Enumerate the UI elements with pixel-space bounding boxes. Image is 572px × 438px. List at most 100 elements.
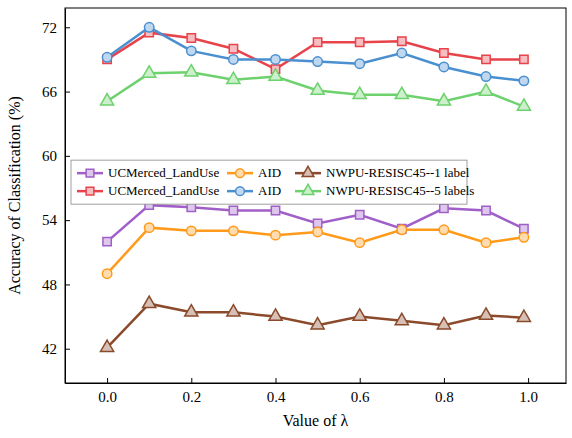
x-tick: 1.0 [519,378,538,405]
series-marker [143,66,156,77]
x-tick: 0.6 [351,378,370,405]
y-tick: 54 [42,212,70,228]
series-marker [482,206,490,214]
legend-marker [86,169,94,177]
x-tick-mark [276,378,277,383]
series-marker [517,99,530,110]
plot-frame [65,8,566,383]
series-marker [271,230,280,239]
series-marker [185,305,198,316]
series-marker [520,55,528,63]
legend-marker [302,166,314,176]
y-tick: 66 [42,84,70,100]
legend-marker [302,184,314,194]
x-tick: 0.0 [98,378,117,405]
x-axis-title: Value of λ [283,412,349,429]
y-tick-mark [65,284,70,285]
y-tick-mark [65,92,70,93]
y-tick-mark [65,349,70,350]
series-marker [520,225,528,233]
series-marker [397,225,406,234]
series-line [107,228,524,274]
series-marker [103,237,111,245]
y-tick: 60 [42,148,70,164]
series-marker [102,53,111,62]
y-axis-title: Accuracy of Classification (%) [6,96,24,295]
series-marker [187,226,196,235]
series-marker [269,69,282,80]
series-marker [437,318,450,329]
series-marker [356,211,364,219]
x-tick-mark [360,378,361,383]
legend-marker [236,169,245,178]
series-marker [355,59,364,68]
series-marker [101,340,114,351]
y-tick-label: 42 [42,341,57,357]
y-tick-label: 60 [42,148,57,164]
y-tick-mark [65,156,70,157]
series-marker [313,227,322,236]
series-marker [397,48,406,57]
legend-label: AID [258,183,281,198]
series-marker [353,309,366,320]
x-tick-label: 0.4 [267,389,286,405]
legend-label: AID [258,165,281,180]
legend-item: AID [227,165,281,180]
legend-item: NWPU-RESISC45--1 label [295,165,470,180]
series-marker [187,34,195,42]
y-tick-label: 48 [42,277,57,293]
series-marker [101,94,114,105]
series-marker [440,204,448,212]
series-marker [353,87,366,98]
series-marker [479,308,492,319]
x-tick: 0.4 [267,378,286,405]
y-tick-mark [65,220,70,221]
x-tick-label: 0.8 [435,389,454,405]
legend-item: UCMerced_LandUse [77,183,219,198]
legend-item: AID [227,183,281,198]
series-marker [313,219,321,227]
y-tick-mark [65,27,70,28]
x-tick-mark [444,378,445,383]
x-tick-label: 0.2 [182,389,201,405]
legend-marker [86,187,94,195]
x-tick-label: 0.6 [351,389,370,405]
series-marker [143,296,156,307]
legend-label: NWPU-RESISC45--1 label [326,165,470,180]
x-tick: 0.8 [435,378,454,405]
series-marker [144,23,153,32]
x-axis: 0.0 0.2 0.4 0.6 0.8 1.0 [66,378,567,405]
x-tick-label: 1.0 [519,389,538,405]
legend-label: UCMerced_LandUse [108,183,219,198]
x-tick-mark [528,378,529,383]
x-tick-mark [107,378,108,383]
y-tick: 48 [42,277,70,293]
series-marker [271,206,279,214]
series-marker [187,46,196,55]
x-tick-mark [191,378,192,383]
series-marker [482,55,490,63]
series-marker [269,309,282,320]
series-marker [271,55,280,64]
series-marker [481,238,490,247]
y-tick: 42 [42,341,70,357]
series-marker [440,49,448,57]
y-tick-label: 54 [42,212,58,228]
x-tick: 0.2 [182,378,201,405]
series-line [107,304,524,348]
series-marker [439,225,448,234]
y-axis: 42 48 54 60 66 72 [42,9,70,384]
series-marker [313,38,321,46]
series-marker [481,72,490,81]
legend-marker [236,187,245,196]
y-tick-label: 72 [42,20,57,36]
series-marker [227,305,240,316]
series-marker [395,313,408,324]
series-marker [398,37,406,45]
series-marker [229,55,238,64]
y-tick: 72 [42,20,70,36]
series-marker [395,87,408,98]
series-marker [229,45,237,53]
series-marker [519,76,528,85]
series-marker [517,310,530,321]
